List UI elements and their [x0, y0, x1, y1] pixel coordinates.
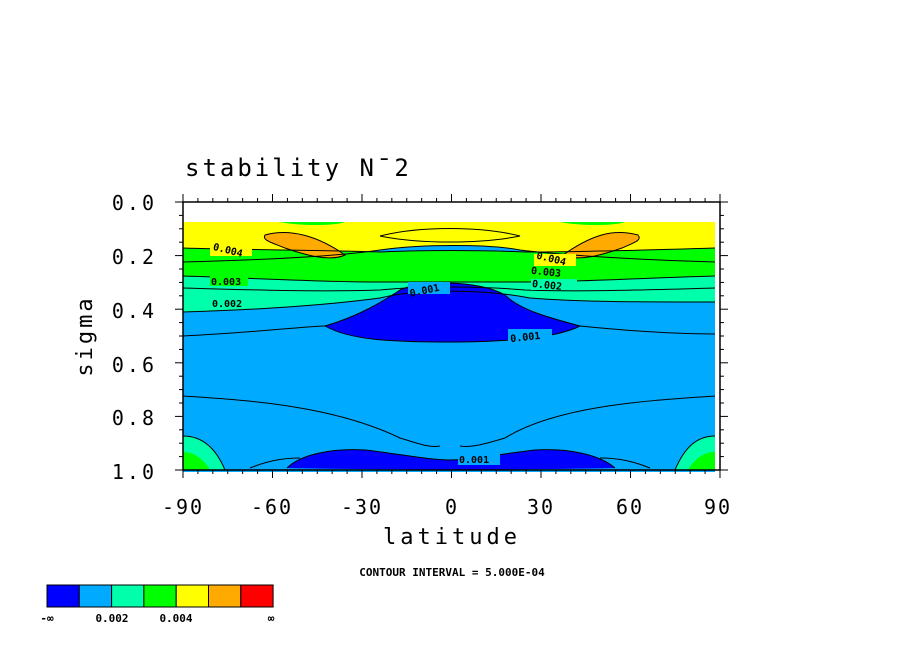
- y-axis-label: sigma: [73, 295, 98, 376]
- contour-label-bg: [534, 254, 576, 266]
- colorbar-swatch: [78, 584, 113, 608]
- band-corner-right-inner: [688, 452, 715, 470]
- y-tick-label: 1.0: [112, 460, 157, 484]
- colorbar-labels: -∞ 0.002 0.004 ∞: [40, 612, 274, 625]
- chart-title: stability N¯2: [185, 154, 412, 182]
- y-tick-label: 0.6: [112, 353, 157, 377]
- colorbar-swatch: [208, 584, 242, 608]
- x-axis-label: latitude: [383, 525, 521, 550]
- axis-ticks: [175, 194, 728, 478]
- y-tick-label: 0.0: [112, 191, 157, 215]
- band-blue-lower: [287, 449, 615, 470]
- y-tick-label: 0.2: [112, 245, 157, 269]
- contour-label: 0.003: [530, 266, 561, 280]
- contour-label-bg: [210, 296, 248, 308]
- x-axis: -90 -60 -30 0 30 60 90 latitude: [162, 495, 732, 550]
- colorbar-tick-label: 0.002: [95, 612, 128, 625]
- x-tick-label: 90: [704, 495, 732, 519]
- contour-label: 0.002: [212, 299, 242, 310]
- x-tick-label: 30: [527, 495, 555, 519]
- x-tick-label: -60: [251, 495, 293, 519]
- contour-label-group: 0.004 0.003 0.002 0.001 0.001 0.001 0.00…: [210, 242, 577, 466]
- contour-label-bg: [508, 329, 552, 341]
- contour-label-bg: [408, 282, 450, 294]
- x-tick-label: -30: [341, 495, 383, 519]
- contour-label: 0.001: [459, 455, 489, 466]
- contour-label-bg: [210, 244, 252, 256]
- colorbar-tick-label: ∞: [268, 612, 275, 625]
- colorbar-tick-label: -∞: [40, 612, 54, 625]
- band-green: [183, 248, 715, 282]
- colorbar-swatch: [175, 584, 209, 608]
- band-green-top-right: [560, 222, 625, 225]
- y-tick-label: 0.4: [112, 299, 157, 323]
- colorbar-swatch: [143, 584, 177, 608]
- x-tick-label: -90: [162, 495, 204, 519]
- contour-label: 0.001: [510, 331, 541, 345]
- contour-label: 0.003: [211, 277, 241, 288]
- band-orange-left: [264, 232, 345, 258]
- contour-label-bg: [531, 279, 577, 290]
- colorbar-swatch: [111, 584, 145, 608]
- contour-label-bg: [530, 266, 574, 277]
- colorbar: [46, 584, 274, 608]
- contour-label-bg: [210, 274, 248, 286]
- band-teal: [183, 276, 715, 312]
- x-tick-label: 60: [616, 495, 644, 519]
- band-green-top-left: [280, 222, 345, 225]
- contour-interval-note: CONTOUR INTERVAL = 5.000E-04: [359, 566, 545, 579]
- colorbar-tick-label: 0.004: [159, 612, 192, 625]
- colorbar-swatch: [240, 584, 274, 608]
- contour-label: 0.002: [531, 279, 562, 293]
- x-tick-label: 0: [445, 495, 459, 519]
- y-tick-label: 0.8: [112, 406, 157, 430]
- band-corner-left-inner: [183, 452, 210, 470]
- y-axis: 0.0 0.2 0.4 0.6 0.8 1.0 sigma: [73, 191, 157, 484]
- colorbar-swatch: [46, 584, 80, 608]
- contour-label-bg: [458, 453, 500, 465]
